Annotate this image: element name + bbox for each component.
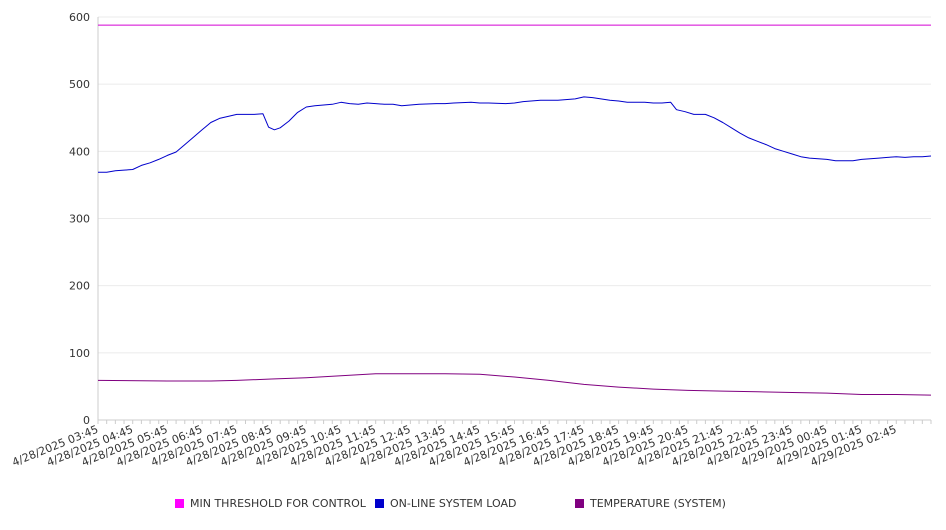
legend-label-system-load: ON-LINE SYSTEM LOAD: [390, 497, 517, 510]
legend-label-min-threshold: MIN THRESHOLD FOR CONTROL: [190, 497, 366, 510]
legend-item-min-threshold[interactable]: MIN THRESHOLD FOR CONTROL: [175, 497, 366, 510]
legend-label-temperature: TEMPERATURE (SYSTEM): [590, 497, 726, 510]
y-tick-label: 300: [69, 213, 90, 226]
y-tick-label: 0: [83, 414, 90, 427]
legend-swatch-temperature: [575, 499, 584, 508]
y-tick-label: 400: [69, 145, 90, 158]
series-line-system-load: [98, 96, 932, 173]
legend-swatch-min-threshold: [175, 499, 184, 508]
grid-layer: [98, 16, 931, 354]
series-layer: [97, 24, 932, 396]
series-line-temperature: [97, 373, 932, 396]
y-tick-label: 100: [69, 347, 90, 360]
legend-swatch-system-load: [375, 499, 384, 508]
legend-item-temperature[interactable]: TEMPERATURE (SYSTEM): [575, 497, 726, 510]
legend-item-system-load[interactable]: ON-LINE SYSTEM LOAD: [375, 497, 516, 510]
chart-legend: MIN THRESHOLD FOR CONTROL ON-LINE SYSTEM…: [0, 497, 946, 515]
y-tick-label: 200: [69, 280, 90, 293]
x-tick-labels: 4/28/2025 03:454/28/2025 04:454/28/2025 …: [10, 423, 898, 469]
axis-layer: [97, 17, 932, 424]
y-tick-label: 600: [69, 11, 90, 24]
y-tick-label: 500: [69, 78, 90, 91]
y-tick-labels: 0 100 200 300 400 500 600: [69, 11, 90, 427]
